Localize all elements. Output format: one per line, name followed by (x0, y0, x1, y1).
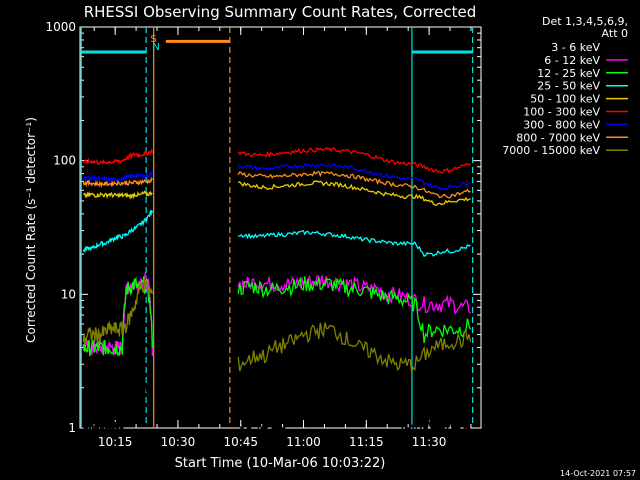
series-line-7000-15000-keV (237, 322, 472, 373)
legend-entry-label: 6 - 12 keV (544, 54, 600, 67)
series-line-12-25-keV (237, 276, 472, 344)
series-line-25-50-keV (238, 229, 471, 257)
legend-entry-label: 12 - 25 keV (537, 67, 600, 80)
chart-title: RHESSI Observing Summary Count Rates, Co… (84, 3, 477, 21)
y-tick-label: 1 (68, 421, 76, 435)
x-tick-label: 11:15 (349, 435, 384, 449)
series-line-12-25-keV (82, 276, 154, 357)
series-line-6-12-keV (237, 274, 471, 315)
footer-timestamp: 14-Oct-2021 07:57 (560, 469, 636, 478)
series-line-50-100-keV (82, 190, 153, 200)
y-axis-label: Corrected Count Rate (s⁻¹ detector⁻¹) (24, 117, 38, 343)
series-line-7000-15000-keV (82, 278, 154, 345)
legend-entry-label: 300 - 800 keV (523, 118, 600, 131)
x-tick-label: 10:15 (98, 435, 133, 449)
legend-entry-label: 3 - 6 keV (551, 41, 600, 54)
band-layer: SN (80, 27, 474, 428)
legend-title: Det 1,3,4,5,6,9, (542, 15, 628, 28)
legend-entry-label: 7000 - 15000 keV (502, 144, 600, 157)
x-tick-label: 11:30 (412, 435, 447, 449)
series-line-100-300-keV (83, 148, 154, 166)
series-layer (82, 146, 472, 431)
series-line-3-6-keV (82, 380, 154, 431)
series-line-300-800-keV (83, 171, 153, 183)
y-tick-label: 10 (61, 287, 76, 301)
tick-layer: 1 10 100 1000 10:15 10:30 10:45 11:00 11:15 11:30 (45, 20, 481, 449)
x-tick-label: 11:00 (286, 435, 321, 449)
x-axis-label: Start Time (10-Mar-06 10:03:22) (175, 456, 386, 471)
y-tick-label: 1000 (45, 20, 76, 34)
legend-entry-label: 50 - 100 keV (530, 93, 600, 106)
legend-entry-label: 25 - 50 keV (537, 80, 600, 93)
x-tick-label: 10:45 (223, 435, 258, 449)
series-line-50-100-keV (237, 180, 471, 206)
legend-title: Att 0 (602, 27, 628, 40)
legend-entry-label: 800 - 7000 keV (516, 131, 600, 144)
marker-label: N (152, 42, 159, 53)
marker-label: S (150, 34, 156, 45)
x-tick-label: 10:30 (161, 435, 196, 449)
y-tick-label: 100 (53, 154, 76, 168)
series-line-3-6-keV (237, 377, 471, 431)
series-line-300-800-keV (237, 162, 471, 192)
series-line-25-50-keV (82, 209, 154, 254)
series-line-800-7000-keV (82, 176, 153, 189)
legend-entry-label: 100 - 300 keV (523, 106, 600, 119)
plot-frame (79, 26, 482, 429)
series-line-100-300-keV (237, 146, 471, 175)
series-line-800-7000-keV (237, 170, 471, 199)
